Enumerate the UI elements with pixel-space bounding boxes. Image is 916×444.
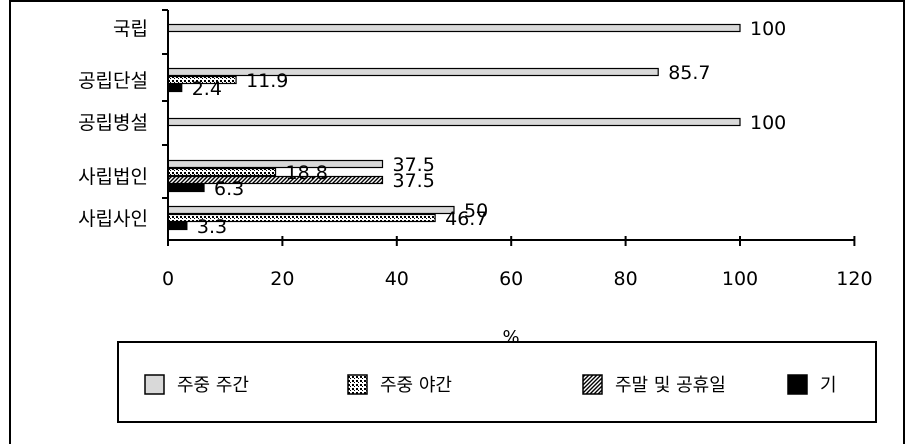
chart-frame [9, 0, 905, 444]
data-label: 6.3 [214, 178, 244, 200]
bar-eab3b5eba6bdebb391ec84a4-series-0 [167, 117, 741, 127]
x-tick-label: 40 [385, 268, 409, 290]
data-label: 100 [750, 112, 786, 134]
x-tick-label: 20 [270, 268, 294, 290]
bar-ec82aceba6bdebb295ec9db8-series-3 [167, 183, 205, 193]
bar-ec82aceba6bdebb295ec9db8-series-0 [167, 159, 384, 169]
bar-eab3b5eba6bdeb8ba8ec84a4-series-0 [167, 67, 659, 77]
legend-label-series-1: 주중 야간 [380, 375, 452, 396]
category-label: 사립사인 [78, 208, 148, 230]
legend-label-series-3: 기 [820, 375, 837, 396]
data-label: 11.9 [246, 70, 288, 92]
data-label: 100 [750, 18, 786, 40]
bar-ec82aceba6bdec82acec9db8-series-3 [167, 221, 188, 231]
category-label: 공립단설 [78, 70, 148, 92]
x-tick-label: 120 [836, 268, 872, 290]
data-label: 2.4 [192, 78, 222, 100]
category-label: 공립병설 [78, 112, 148, 134]
x-tick-label: 80 [614, 268, 638, 290]
x-tick-label: 60 [499, 268, 523, 290]
legend-swatch-series-3 [787, 374, 808, 395]
legend-label-series-0: 주중 주간 [177, 375, 249, 396]
data-label: 46.7 [445, 208, 487, 230]
category-label: 국립 [113, 18, 148, 40]
data-label: 85.7 [668, 62, 710, 84]
legend-label-series-2: 주말 및 공휴일 [615, 375, 726, 396]
legend-swatch-series-0 [144, 374, 165, 395]
data-label: 18.8 [286, 162, 328, 184]
data-label: 37.5 [393, 170, 435, 192]
legend: 주중 주간 주중 야간 주말 및 공휴일 기 [117, 341, 877, 423]
legend-swatch-series-1 [347, 374, 368, 395]
bar-ec82aceba6bdec82acec9db8-series-0 [167, 205, 455, 215]
x-tick-label: 100 [722, 268, 758, 290]
bar-eab3b5eba6bdeb8ba8ec84a4-series-3 [167, 83, 183, 93]
data-label: 3.3 [197, 216, 227, 238]
legend-swatch-series-2 [582, 374, 603, 395]
bar-eab5adeba6bd-series-0 [167, 23, 741, 33]
bar-ec82aceba6bdebb295ec9db8-series-1 [167, 167, 277, 177]
bar-ec82aceba6bdebb295ec9db8-series-2 [167, 175, 384, 185]
x-tick-label: 0 [162, 268, 174, 290]
legend-box [117, 341, 877, 423]
data-label: 37.5 [393, 154, 435, 176]
data-label: 50 [464, 200, 488, 222]
category-label: 사립법인 [78, 166, 148, 188]
